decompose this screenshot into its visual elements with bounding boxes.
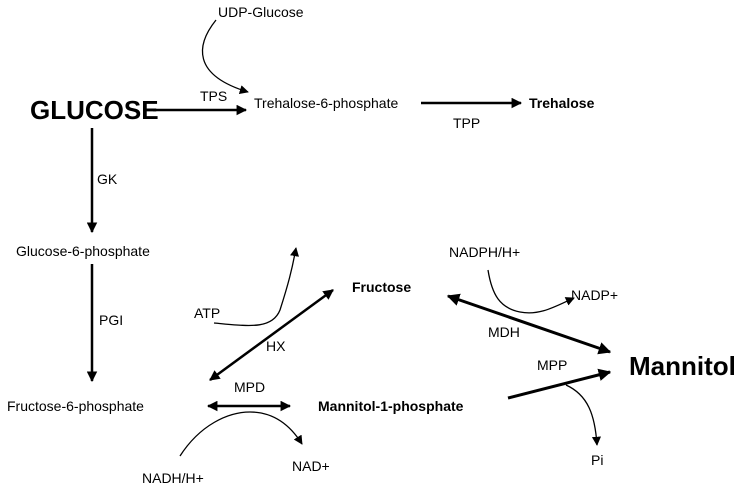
cofactor-pi-label: Pi xyxy=(591,452,603,468)
arrow-mannitol-1-phosphate-to-mannitol-mpp xyxy=(507,368,612,400)
enzyme-hx-label: HX xyxy=(266,338,286,354)
arrow-nadph-cofactor xyxy=(487,269,575,314)
cofactor-nadp-label: NADP+ xyxy=(571,287,618,303)
arrow-udp-glucose-input xyxy=(201,19,249,94)
arrow-nadh-cofactor xyxy=(179,411,303,457)
mannitol-label: Mannitol xyxy=(629,351,736,381)
trehalose-6-phosphate-label: Trehalose-6-phosphate xyxy=(254,95,398,111)
fructose-label: Fructose xyxy=(352,279,411,295)
fructose-6-phosphate-label: Fructose-6-phosphate xyxy=(7,398,144,414)
mannitol-1-phosphate-label: Mannitol-1-phosphate xyxy=(318,398,464,414)
cofactor-nadh-h-label: NADH/H+ xyxy=(142,470,204,486)
enzyme-mpd-label: MPD xyxy=(234,379,265,395)
udp-glucose-label: UDP-Glucose xyxy=(218,4,304,20)
arrow-fructose-mannitol-mdh xyxy=(446,293,612,355)
enzyme-tps-label: TPS xyxy=(200,88,227,104)
enzyme-pgi-label: PGI xyxy=(99,312,123,328)
arrow-atp-cofactor xyxy=(213,247,300,327)
arrow-fructose-to-fructose-6-phosphate-hx xyxy=(209,288,334,382)
arrow-pi-release xyxy=(565,384,601,446)
trehalose-label: Trehalose xyxy=(529,95,595,111)
enzyme-mdh-label: MDH xyxy=(488,324,520,340)
enzyme-mpp-label: MPP xyxy=(537,357,567,373)
enzyme-gk-label: GK xyxy=(97,171,118,187)
glucose-label: GLUCOSE xyxy=(30,95,159,125)
cofactor-atp-label: ATP xyxy=(194,305,220,321)
cofactor-nad-label: NAD+ xyxy=(292,458,330,474)
enzyme-tpp-label: TPP xyxy=(453,115,480,131)
glucose-6-phosphate-label: Glucose-6-phosphate xyxy=(16,243,150,259)
cofactor-nadph-h-label: NADPH/H+ xyxy=(449,244,520,260)
